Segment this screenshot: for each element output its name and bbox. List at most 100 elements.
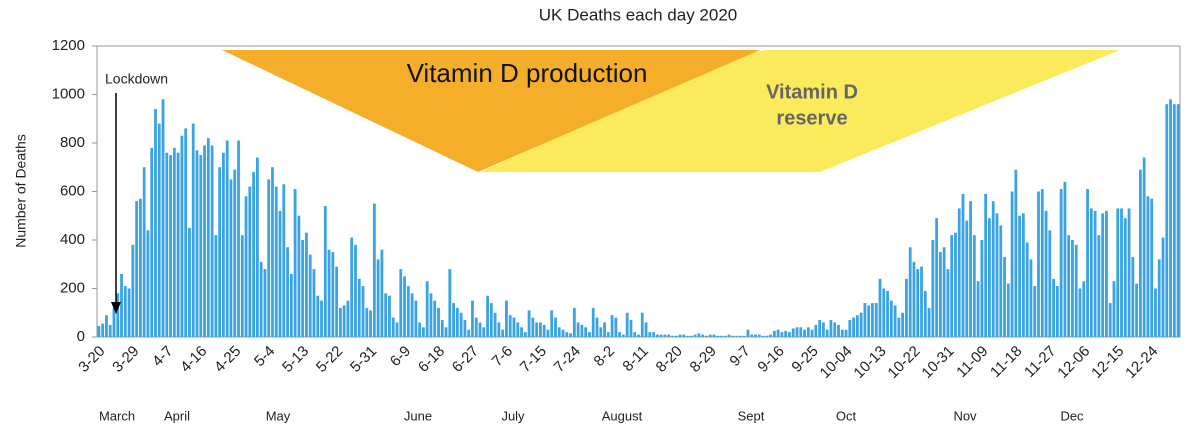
bar <box>606 332 610 337</box>
bar <box>682 334 686 337</box>
bar <box>546 329 550 337</box>
bar <box>493 312 497 337</box>
bar <box>561 329 565 337</box>
bar <box>686 335 689 337</box>
bar <box>123 286 127 337</box>
month-label: April <box>164 408 190 423</box>
bar <box>531 317 535 337</box>
bar <box>976 281 980 337</box>
bar <box>463 320 467 337</box>
bar <box>603 322 606 337</box>
bar <box>776 329 780 337</box>
bar <box>1105 210 1108 337</box>
bar <box>429 293 433 337</box>
bar <box>505 300 508 337</box>
bar <box>893 305 897 337</box>
bar <box>172 147 176 337</box>
bar <box>969 201 972 337</box>
bar <box>142 167 146 337</box>
bar <box>222 152 225 337</box>
bar <box>482 327 486 337</box>
bar <box>369 310 372 337</box>
bar <box>418 322 422 337</box>
bar <box>655 334 659 337</box>
bar <box>625 312 629 337</box>
bar <box>878 278 882 337</box>
bar <box>614 317 618 337</box>
bar <box>127 288 131 337</box>
bar <box>772 330 776 337</box>
bar <box>961 193 965 337</box>
bar <box>203 145 206 337</box>
y-tick-label: 1000 <box>52 85 85 102</box>
bar <box>195 150 199 337</box>
bar <box>814 324 818 337</box>
bar <box>652 332 655 337</box>
bar <box>372 203 376 337</box>
month-label: May <box>266 408 291 423</box>
x-tick-label: 10-13 <box>850 343 889 382</box>
bar <box>523 332 527 337</box>
bar <box>565 332 569 337</box>
bar <box>803 329 806 337</box>
bar <box>263 269 267 337</box>
bar <box>999 225 1003 337</box>
bar <box>599 327 603 337</box>
bar <box>1078 288 1082 337</box>
bar <box>1037 191 1040 337</box>
bar <box>535 322 539 337</box>
bar <box>342 305 346 337</box>
bar <box>867 305 871 337</box>
bar <box>991 201 995 337</box>
bar <box>1022 213 1025 337</box>
bar <box>271 167 274 337</box>
month-label: Dec <box>1060 408 1084 423</box>
bar <box>1025 242 1029 337</box>
x-tick-label: 12-24 <box>1122 343 1161 382</box>
bar <box>927 307 931 337</box>
bar <box>769 334 772 337</box>
bar <box>1006 283 1010 337</box>
bar <box>1089 208 1093 337</box>
bar <box>920 266 923 337</box>
bar <box>942 247 946 337</box>
bar <box>301 240 305 337</box>
bar <box>1108 303 1112 337</box>
bar <box>542 324 546 337</box>
bar <box>1138 169 1142 337</box>
bar <box>293 189 297 337</box>
bar <box>954 232 957 337</box>
bar <box>882 288 886 337</box>
bar <box>554 317 557 337</box>
month-label: August <box>602 408 643 423</box>
x-tick-label: 5-4 <box>251 343 278 370</box>
bar <box>267 179 271 337</box>
bar <box>357 278 361 337</box>
bar <box>1052 278 1055 337</box>
bar <box>746 329 750 337</box>
bar <box>988 218 991 337</box>
bar <box>1161 237 1165 337</box>
bar <box>795 327 799 337</box>
bar <box>901 312 905 337</box>
bar <box>750 334 754 337</box>
bar <box>278 210 282 337</box>
x-tick-label: 7-24 <box>551 343 584 376</box>
bar <box>693 334 697 337</box>
bar <box>908 247 912 337</box>
bar <box>550 310 554 337</box>
bar <box>731 335 735 337</box>
bar <box>780 332 784 337</box>
bar <box>810 329 814 337</box>
bar <box>689 335 693 337</box>
bar <box>154 109 157 337</box>
bar <box>165 152 169 337</box>
month-label: July <box>501 408 525 423</box>
bar <box>1074 244 1078 337</box>
bar <box>150 147 154 337</box>
bar <box>316 295 320 337</box>
bar <box>501 329 505 337</box>
bar <box>701 334 705 337</box>
bar <box>697 333 701 337</box>
